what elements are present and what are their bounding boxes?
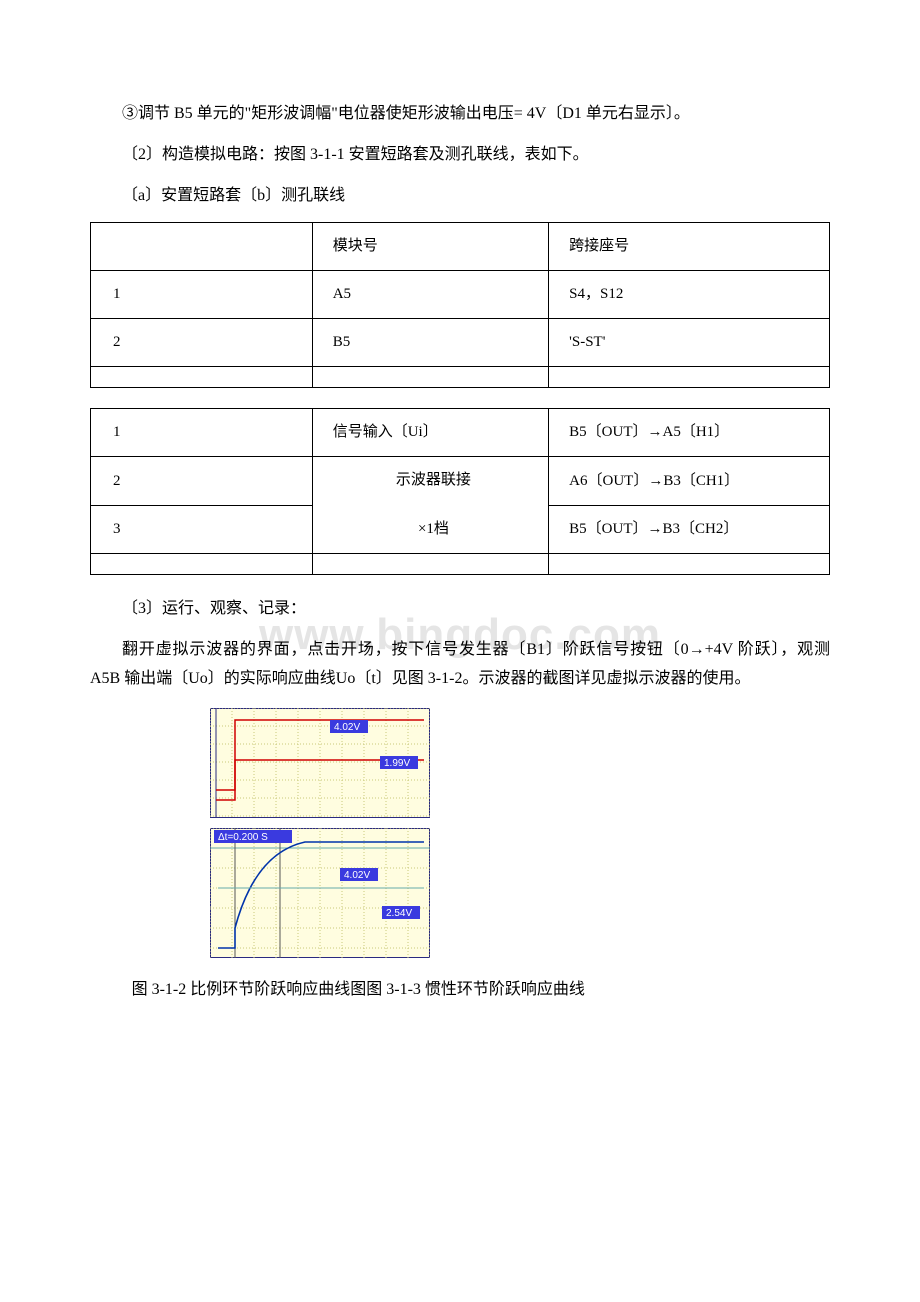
cell: [91, 554, 313, 575]
chart-1: 4.02V 1.99V: [210, 708, 830, 818]
paragraph-4: 〔3〕运行、观察、记录：: [90, 595, 830, 624]
cell: 'S-ST': [549, 319, 830, 367]
table-row: 1 信号输入〔Ui〕 B5〔OUT〕→A5〔H1〕: [91, 409, 830, 457]
figure-caption: 图 3-1-2 比例环节阶跃响应曲线图图 3-1-3 惯性环节阶跃响应曲线: [90, 976, 830, 1005]
cell: 信号输入〔Ui〕: [312, 409, 548, 457]
cell-text: 示波器联接: [333, 467, 534, 494]
cell: B5: [312, 319, 548, 367]
cell: 3: [91, 505, 313, 554]
cell: [91, 223, 313, 271]
svg-text:Δt=0.200 S: Δt=0.200 S: [218, 832, 268, 843]
table-row: 2 示波器联接 ×1档 A6〔OUT〕→B3〔CH1〕: [91, 457, 830, 506]
table-row: 模块号 跨接座号: [91, 223, 830, 271]
cell-text: ×1档: [333, 516, 534, 543]
paragraph-3: 〔a〕安置短路套〔b〕测孔联线: [90, 182, 830, 211]
cell: [312, 367, 548, 388]
table-row: 2 B5 'S-ST': [91, 319, 830, 367]
cell: S4，S12: [549, 271, 830, 319]
svg-text:4.02V: 4.02V: [334, 722, 360, 733]
document-body: ③调节 B5 单元的"矩形波调幅"电位器使矩形波输出电压= 4V〔D1 单元右显…: [90, 100, 830, 1005]
cell: 2: [91, 457, 313, 506]
table-b: 1 信号输入〔Ui〕 B5〔OUT〕→A5〔H1〕 2 示波器联接 ×1档 A6…: [90, 408, 830, 575]
cell: 示波器联接 ×1档: [312, 457, 548, 554]
cell: B5〔OUT〕→B3〔CH2〕: [549, 505, 830, 554]
cell: 跨接座号: [549, 223, 830, 271]
cell: 1: [91, 271, 313, 319]
table-a: 模块号 跨接座号 1 A5 S4，S12 2 B5 'S-ST': [90, 222, 830, 388]
svg-text:2.54V: 2.54V: [386, 908, 412, 919]
cell: [549, 554, 830, 575]
cell: [549, 367, 830, 388]
cell: A6〔OUT〕→B3〔CH1〕: [549, 457, 830, 506]
table-row: [91, 554, 830, 575]
paragraph-5: 翻开虚拟示波器的界面，点击开场，按下信号发生器〔B1〕阶跃信号按钮〔0→+4V …: [90, 636, 830, 694]
cell: A5: [312, 271, 548, 319]
table-row: 1 A5 S4，S12: [91, 271, 830, 319]
cell: 模块号: [312, 223, 548, 271]
svg-text:4.02V: 4.02V: [344, 870, 370, 881]
cell: [312, 554, 548, 575]
step-response-chart-1: 4.02V 1.99V: [210, 708, 430, 818]
svg-text:1.99V: 1.99V: [384, 758, 410, 769]
chart-2: Δt=0.200 S 4.02V 2.54V: [210, 828, 830, 958]
table-row: [91, 367, 830, 388]
cell: [91, 367, 313, 388]
cell: 2: [91, 319, 313, 367]
paragraph-2: 〔2〕构造模拟电路：按图 3-1-1 安置短路套及测孔联线，表如下。: [90, 141, 830, 170]
paragraph-1: ③调节 B5 单元的"矩形波调幅"电位器使矩形波输出电压= 4V〔D1 单元右显…: [90, 100, 830, 129]
step-response-chart-2: Δt=0.200 S 4.02V 2.54V: [210, 828, 430, 958]
cell: 1: [91, 409, 313, 457]
cell: B5〔OUT〕→A5〔H1〕: [549, 409, 830, 457]
